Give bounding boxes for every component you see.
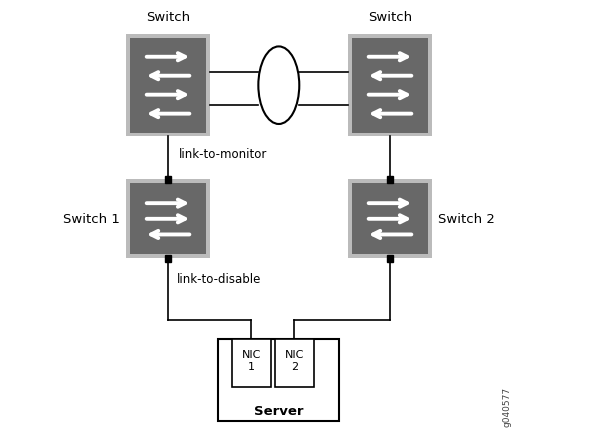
Bar: [165, 255, 171, 262]
Ellipse shape: [258, 47, 300, 125]
Text: Server: Server: [254, 404, 304, 417]
Text: g040577: g040577: [503, 386, 512, 426]
Text: link-to-disable: link-to-disable: [177, 273, 261, 286]
Text: link-to-monitor: link-to-monitor: [179, 148, 267, 161]
Bar: [131, 184, 206, 255]
Bar: [352, 184, 428, 255]
Bar: [232, 340, 271, 387]
Text: Switch 2: Switch 2: [438, 213, 495, 226]
Bar: [126, 35, 210, 137]
Bar: [349, 180, 432, 258]
Bar: [352, 39, 428, 133]
Text: Switch 1: Switch 1: [63, 213, 120, 226]
Bar: [131, 39, 206, 133]
Text: Switch: Switch: [368, 11, 412, 24]
Bar: [126, 180, 210, 258]
Bar: [219, 340, 339, 421]
Bar: [165, 176, 171, 183]
Bar: [386, 255, 394, 262]
Bar: [386, 176, 394, 183]
Text: Switch: Switch: [146, 11, 190, 24]
Text: NIC
2: NIC 2: [285, 349, 304, 371]
Bar: [275, 340, 314, 387]
Text: NIC
1: NIC 1: [241, 349, 261, 371]
Bar: [349, 35, 432, 137]
